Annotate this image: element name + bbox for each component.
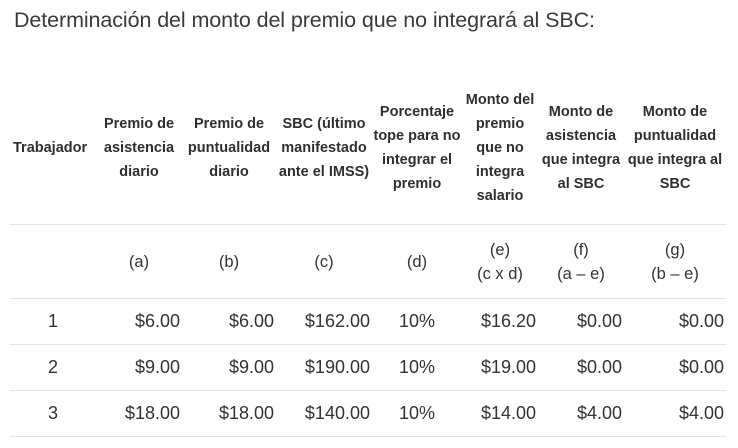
cell-worker: 2 — [10, 344, 96, 391]
cell-asistencia-integra: $0.00 — [538, 298, 624, 345]
cell-no-integra: $14.00 — [462, 390, 538, 437]
cell-asistencia-integra: $0.00 — [538, 344, 624, 391]
cell-porcentaje: 10% — [372, 298, 462, 345]
col-header-premio-asistencia: Premio de asistencia diario — [96, 72, 182, 225]
col-header-monto-no-integra: Monto del premio que no integra salario — [462, 72, 538, 225]
cell-worker: 3 — [10, 390, 96, 437]
cell-puntualidad: $6.00 — [182, 298, 276, 345]
formula-expr-f: (a – e) — [557, 264, 605, 283]
cell-asistencia-integra: $4.00 — [538, 390, 624, 437]
formula-cell-d: (d) — [372, 224, 462, 299]
formula-label-f: (f) — [573, 240, 589, 259]
cell-sbc: $140.00 — [276, 390, 372, 437]
cell-porcentaje: 10% — [372, 344, 462, 391]
col-header-asistencia-integra: Monto de asistencia que integra al SBC — [538, 72, 624, 225]
header-row: Trabajador Premio de asistencia diario P… — [10, 72, 726, 225]
formula-cell-e: (e) (c x d) — [462, 224, 538, 299]
cell-sbc: $162.00 — [276, 298, 372, 345]
formula-cell-g: (g) (b – e) — [624, 224, 726, 299]
cell-porcentaje: 10% — [372, 390, 462, 437]
formula-expr-g: (b – e) — [651, 264, 699, 283]
formula-cell-c: (c) — [276, 224, 372, 299]
cell-asistencia: $18.00 — [96, 390, 182, 437]
table-row: 3 $18.00 $18.00 $140.00 10% $14.00 $4.00… — [10, 390, 726, 437]
cell-puntualidad-integra: $4.00 — [624, 390, 726, 437]
col-header-sbc: SBC (último manifestado ante el IMSS) — [276, 72, 372, 225]
col-header-trabajador: Trabajador — [10, 72, 96, 225]
formula-cell-b: (b) — [182, 224, 276, 299]
formula-row: (a) (b) (c) (d) (e) (c x d) (f) (a – e) … — [10, 224, 726, 299]
cell-asistencia: $9.00 — [96, 344, 182, 391]
formula-label-g: (g) — [664, 240, 686, 259]
cell-puntualidad-integra: $0.00 — [624, 344, 726, 391]
formula-cell-a: (a) — [96, 224, 182, 299]
formula-expr-e: (c x d) — [477, 264, 523, 283]
cell-no-integra: $19.00 — [462, 344, 538, 391]
cell-puntualidad-integra: $0.00 — [624, 298, 726, 345]
formula-label-e: (e) — [489, 240, 511, 259]
col-header-premio-puntualidad: Premio de puntualidad diario — [182, 72, 276, 225]
formula-cell-f: (f) (a – e) — [538, 224, 624, 299]
cell-puntualidad: $18.00 — [182, 390, 276, 437]
col-header-porcentaje: Porcentaje tope para no integrar el prem… — [372, 72, 462, 225]
cell-sbc: $190.00 — [276, 344, 372, 391]
col-header-puntualidad-integra: Monto de puntualidad que integra al SBC — [624, 72, 726, 225]
cell-asistencia: $6.00 — [96, 298, 182, 345]
cell-puntualidad: $9.00 — [182, 344, 276, 391]
premium-table: Trabajador Premio de asistencia diario P… — [10, 72, 726, 437]
cell-no-integra: $16.20 — [462, 298, 538, 345]
cell-worker: 1 — [10, 298, 96, 345]
table-row: 2 $9.00 $9.00 $190.00 10% $19.00 $0.00 $… — [10, 344, 726, 391]
section-heading: Determinación del monto del premio que n… — [14, 8, 595, 32]
table-row: 1 $6.00 $6.00 $162.00 10% $16.20 $0.00 $… — [10, 298, 726, 345]
formula-cell-empty — [10, 224, 96, 299]
